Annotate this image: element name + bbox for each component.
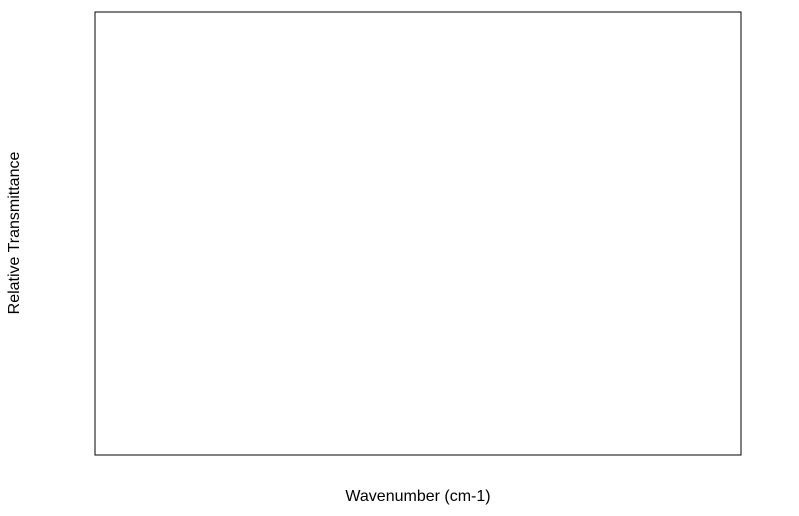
plot-frame <box>94 11 742 456</box>
y-axis-label: Relative Transmittance <box>6 152 23 315</box>
x-axis-label: Wavenumber (cm-1) <box>345 488 490 505</box>
